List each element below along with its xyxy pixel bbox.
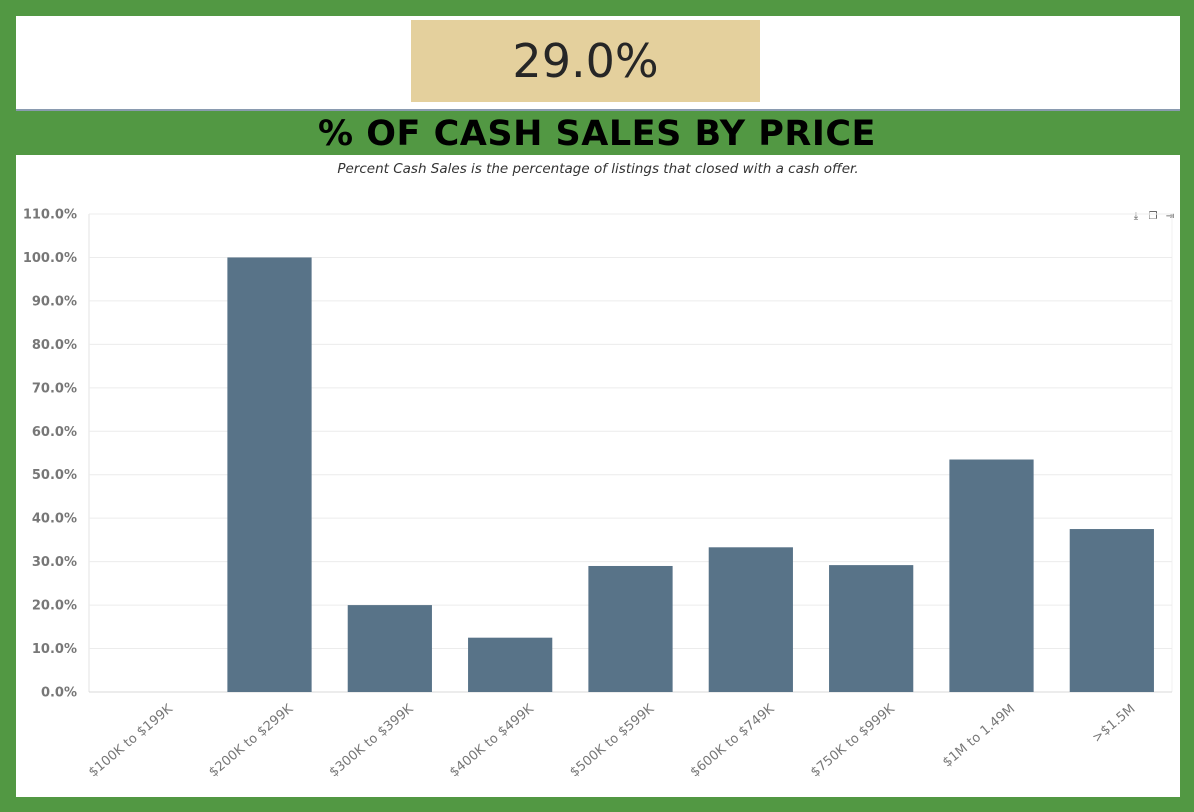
y-tick-label: 90.0% [32,294,77,309]
export-icon[interactable]: ⇥ [1165,211,1175,222]
bar [588,565,673,692]
bar [227,257,312,692]
x-tick-label: $500K to $599K [567,701,657,780]
y-tick-label: 80.0% [32,338,77,353]
chart-toolbar: ⤓ ❐ ⇥ [1130,211,1176,223]
x-tick-label: $600K to $749K [688,701,778,780]
x-tick-label: $1M to 1.49M [940,702,1018,771]
x-tick-label: $100K to $199K [86,701,176,780]
x-tick-label: >$1.5M [1090,702,1139,746]
copy-icon[interactable]: ❐ [1148,211,1158,222]
bar-chart: 0.0% 10.0% 20.0% 30.0% 40.0% 50.0% 60.0% 70.0% 8… [23,208,1173,780]
bar [347,605,432,692]
y-tick-label: 10.0% [32,642,77,657]
kpi-panel: 29.0% [16,16,1180,111]
y-tick-label: 40.0% [32,512,77,527]
chart-title: % OF CASH SALES BY PRICE [318,114,876,154]
bar [1069,529,1154,692]
kpi-value: 29.0% [411,20,760,102]
chart-panel: Percent Cash Sales is the percentage of … [16,155,1180,797]
y-tick-label: 30.0% [32,555,77,570]
x-tick-label: $750K to $999K [808,701,898,780]
y-tick-label: 110.0% [23,208,77,223]
chart-subtitle: Percent Cash Sales is the percentage of … [337,161,859,177]
y-tick-label: 50.0% [32,468,77,483]
y-tick-label: 60.0% [32,425,77,440]
bar [829,565,914,692]
y-tick-label: 100.0% [23,251,77,266]
y-tick-label: 70.0% [32,381,77,396]
bar [949,459,1034,692]
y-tick-label: 0.0% [41,686,77,701]
download-icon[interactable]: ⤓ [1133,211,1139,222]
bar [708,547,793,692]
x-tick-label: $300K to $399K [327,701,417,780]
x-tick-label: $200K to $299K [206,701,296,780]
bar [468,637,553,692]
x-tick-label: $400K to $499K [447,701,537,780]
y-tick-label: 20.0% [32,599,77,614]
